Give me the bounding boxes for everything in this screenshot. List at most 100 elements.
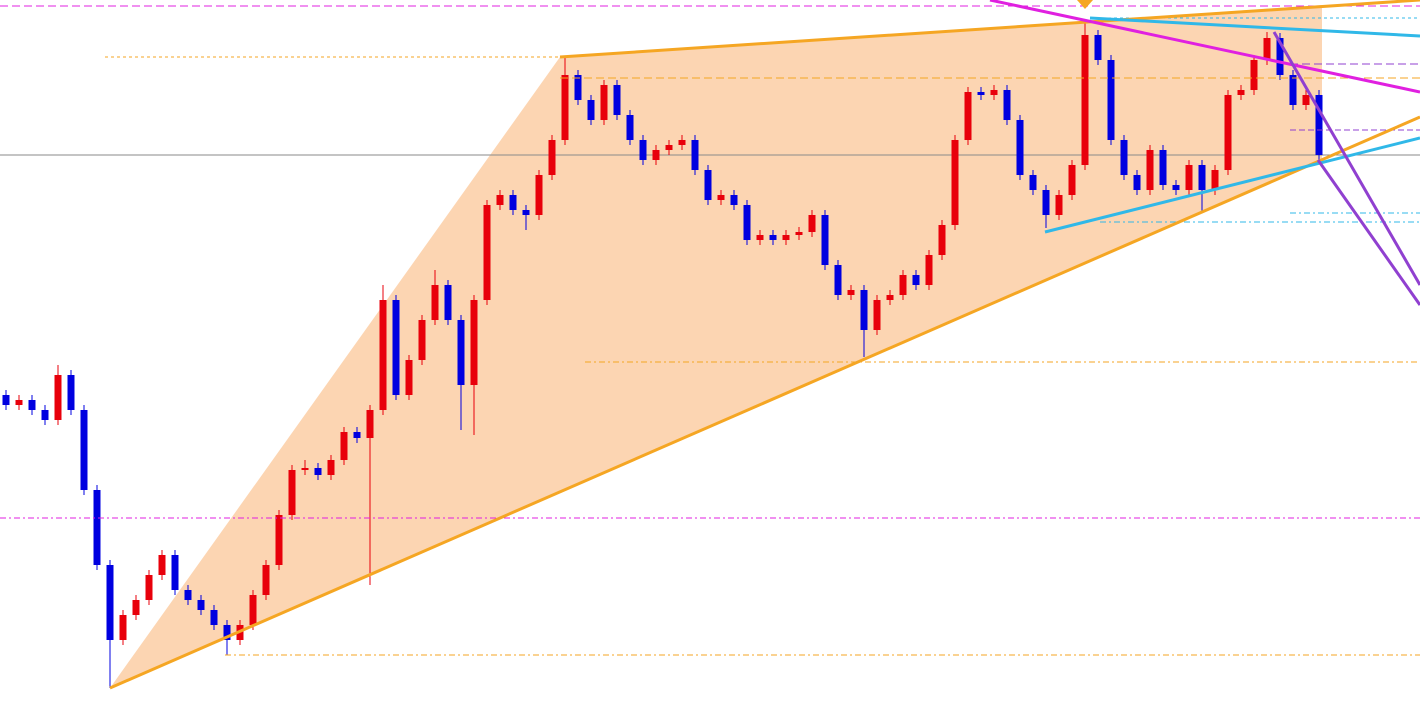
candle-body [1094, 35, 1102, 60]
candle-body [808, 215, 816, 232]
candle-body [470, 300, 478, 385]
candle-body [366, 410, 374, 438]
candle-body [1146, 150, 1154, 190]
candle-body [67, 375, 75, 410]
candles [2, 22, 1323, 688]
candle-body [873, 300, 881, 330]
candle-body [54, 375, 62, 420]
candle-body [912, 275, 920, 285]
candle-body [977, 92, 985, 95]
candle-body [574, 75, 582, 100]
candle-body [2, 395, 10, 405]
candle-body [1224, 95, 1232, 170]
channel-line [1316, 159, 1420, 306]
candle-body [795, 232, 803, 235]
candle-body [717, 195, 725, 200]
candle-body [509, 195, 517, 210]
candle-body [899, 275, 907, 295]
candle-body [613, 85, 621, 115]
candle-body [288, 470, 296, 515]
candle-body [730, 195, 738, 205]
candle-body [392, 300, 400, 395]
trend-line [1044, 136, 1420, 234]
trend-line [559, 0, 1420, 59]
candle-body [561, 75, 569, 140]
channel-line [1272, 31, 1420, 286]
candle-body [1107, 60, 1115, 140]
candle-body [15, 400, 23, 405]
candle-body [379, 300, 387, 410]
candle-body [314, 468, 322, 475]
trend-line [989, 0, 1420, 94]
candle-body [1315, 95, 1323, 155]
candle-body [535, 175, 543, 215]
candle-body [1016, 120, 1024, 175]
candle-body [1237, 90, 1245, 95]
candle-body [1302, 95, 1310, 105]
candle-body [964, 92, 972, 140]
candle-body [210, 610, 218, 625]
pattern-fill [110, 5, 1322, 688]
candle-body [444, 285, 452, 320]
candle-body [1289, 75, 1297, 105]
candle-body [431, 285, 439, 320]
candle-body [132, 600, 140, 615]
candle-body [327, 460, 335, 475]
candle-body [1172, 185, 1180, 190]
candle-body [275, 515, 283, 565]
candle-body [847, 290, 855, 295]
candle-body [158, 555, 166, 575]
candle-body [93, 490, 101, 565]
candle-body [743, 205, 751, 240]
candle-body [600, 85, 608, 120]
candle-body [340, 432, 348, 460]
candle-body [1211, 170, 1219, 190]
candle-body [1029, 175, 1037, 190]
candle-body [834, 265, 842, 295]
candle-body [1055, 195, 1063, 215]
candle-body [1185, 165, 1193, 190]
candle-body [1042, 190, 1050, 215]
candle-body [80, 410, 88, 490]
candle-body [665, 145, 673, 150]
candle-body [262, 565, 270, 595]
candle-body [626, 115, 634, 140]
candle-body [782, 235, 790, 240]
candle-body [990, 90, 998, 95]
candle-body [951, 140, 959, 225]
candle-body [223, 625, 231, 640]
candle-body [1068, 165, 1076, 195]
candle-body [483, 205, 491, 300]
candle-body [197, 600, 205, 610]
candle-body [119, 615, 127, 640]
candle-body [457, 320, 465, 385]
candle-body [1250, 60, 1258, 90]
candle-body [938, 225, 946, 255]
candle-body [28, 400, 36, 410]
candle-body [145, 575, 153, 600]
candle-body [353, 432, 361, 438]
candle-body [41, 410, 49, 420]
candle-body [860, 290, 868, 330]
candle-body [587, 100, 595, 120]
trend-line [1089, 16, 1420, 38]
candle-body [1120, 140, 1128, 175]
marker [1077, 0, 1093, 9]
candle-body [886, 295, 894, 300]
candle-body [418, 320, 426, 360]
candle-body [106, 565, 114, 640]
candle-body [1198, 165, 1206, 190]
candle-body [704, 170, 712, 200]
candle-body [301, 468, 309, 470]
candle-body [1263, 38, 1271, 60]
candle-body [522, 210, 530, 215]
candle-body [1276, 38, 1284, 75]
trend-line [109, 115, 1420, 690]
candle-body [769, 235, 777, 240]
candle-body [1159, 150, 1167, 185]
candle-body [652, 150, 660, 160]
candle-body [1003, 90, 1011, 120]
candle-body [184, 590, 192, 600]
